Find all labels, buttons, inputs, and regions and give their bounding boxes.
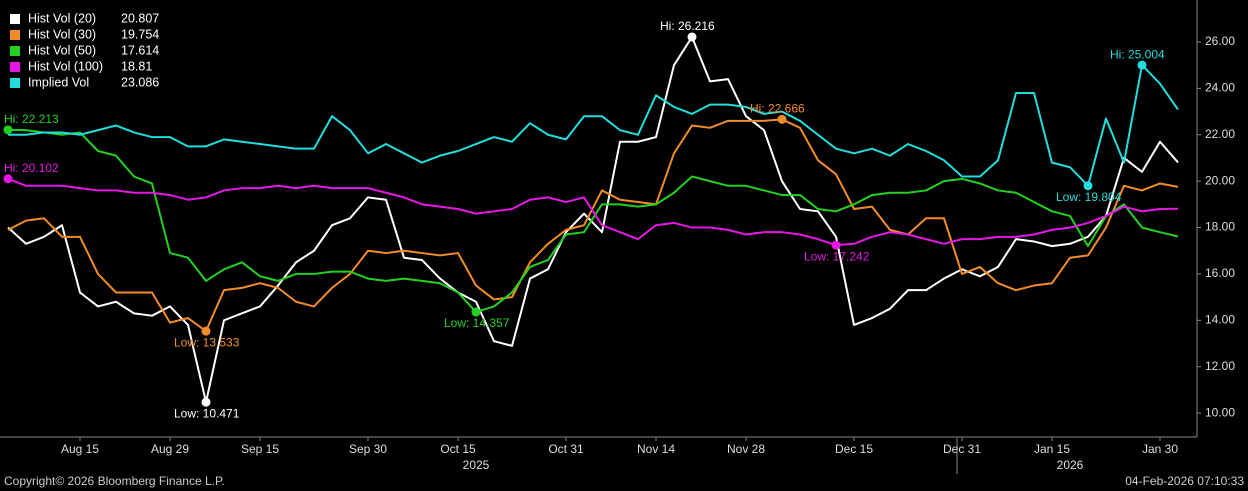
extreme-label: Low: 13.533 bbox=[174, 335, 240, 349]
x-tick-label: Jan 30 bbox=[1142, 442, 1178, 456]
legend-value: 17.614 bbox=[121, 43, 159, 57]
extreme-dot bbox=[3, 125, 13, 135]
series-line bbox=[7, 177, 1179, 247]
extreme-dot bbox=[471, 307, 481, 317]
y-tick-label: 22.00 bbox=[1205, 127, 1235, 141]
extreme-dot bbox=[687, 32, 697, 42]
legend-name: Implied Vol bbox=[28, 75, 89, 89]
y-tick-label: 14.00 bbox=[1205, 312, 1235, 326]
legend-name: Hist Vol (30) bbox=[28, 27, 96, 41]
x-tick-label: Nov 28 bbox=[727, 442, 765, 456]
extreme-label: Low: 19.804 bbox=[1056, 190, 1122, 204]
legend-name: Hist Vol (20) bbox=[28, 11, 96, 25]
y-tick-label: 20.00 bbox=[1205, 173, 1235, 187]
year-label: 2025 bbox=[463, 458, 490, 472]
x-tick-label: Sep 15 bbox=[241, 442, 279, 456]
extreme-label: Hi: 26.216 bbox=[660, 19, 715, 33]
y-tick-label: 16.00 bbox=[1205, 266, 1235, 280]
y-tick-label: 26.00 bbox=[1205, 34, 1235, 48]
legend-swatch bbox=[10, 30, 20, 40]
y-tick-label: 10.00 bbox=[1205, 405, 1235, 419]
series-line bbox=[7, 35, 1179, 404]
legend-value: 20.807 bbox=[121, 11, 159, 25]
extreme-dot bbox=[1083, 181, 1093, 191]
extreme-dot bbox=[777, 114, 787, 124]
extreme-label: Hi: 25.004 bbox=[1110, 47, 1165, 61]
legend-swatch bbox=[10, 62, 20, 72]
year-label: 2026 bbox=[1057, 458, 1084, 472]
legend-swatch bbox=[10, 14, 20, 24]
x-tick-label: Oct 31 bbox=[548, 442, 584, 456]
x-tick-label: Oct 15 bbox=[440, 442, 476, 456]
extreme-dot bbox=[831, 240, 841, 250]
footer-right: 04-Feb-2026 07:10:33 bbox=[1125, 474, 1244, 488]
legend-value: 18.81 bbox=[121, 59, 152, 73]
x-tick-label: Aug 15 bbox=[61, 442, 99, 456]
legend-value: 23.086 bbox=[121, 75, 159, 89]
extreme-label: Low: 17.242 bbox=[804, 249, 870, 263]
extreme-dot bbox=[201, 326, 211, 336]
y-tick-label: 18.00 bbox=[1205, 220, 1235, 234]
legend-name: Hist Vol (100) bbox=[28, 59, 103, 73]
series-line bbox=[8, 64, 1179, 187]
x-tick-label: Nov 14 bbox=[637, 442, 675, 456]
extreme-label: Low: 10.471 bbox=[174, 406, 240, 420]
x-tick-label: Dec 31 bbox=[943, 442, 981, 456]
legend-name: Hist Vol (50) bbox=[28, 43, 96, 57]
y-tick-label: 24.00 bbox=[1205, 81, 1235, 95]
extreme-label: Hi: 20.102 bbox=[4, 161, 59, 175]
extreme-label: Hi: 22.666 bbox=[750, 101, 805, 115]
x-tick-label: Jan 15 bbox=[1034, 442, 1070, 456]
extreme-label: Low: 14.357 bbox=[444, 316, 510, 330]
extreme-dot bbox=[201, 397, 211, 407]
x-tick-label: Sep 30 bbox=[349, 442, 387, 456]
extreme-dot bbox=[1137, 60, 1147, 70]
y-tick-label: 12.00 bbox=[1205, 359, 1235, 373]
legend-swatch bbox=[10, 46, 20, 56]
extreme-label: Hi: 22.213 bbox=[4, 112, 59, 126]
legend-value: 19.754 bbox=[121, 27, 159, 41]
legend: Hist Vol (20) 20.807 Hist Vol (30) 19.754 Hi… bbox=[10, 11, 159, 89]
x-tick-label: Aug 29 bbox=[151, 442, 189, 456]
legend-swatch bbox=[10, 78, 20, 88]
footer-left: Copyright© 2026 Bloomberg Finance L.P. bbox=[4, 474, 225, 488]
x-tick-label: Dec 15 bbox=[835, 442, 873, 456]
series-line bbox=[7, 128, 1179, 314]
extreme-dot bbox=[3, 174, 13, 184]
